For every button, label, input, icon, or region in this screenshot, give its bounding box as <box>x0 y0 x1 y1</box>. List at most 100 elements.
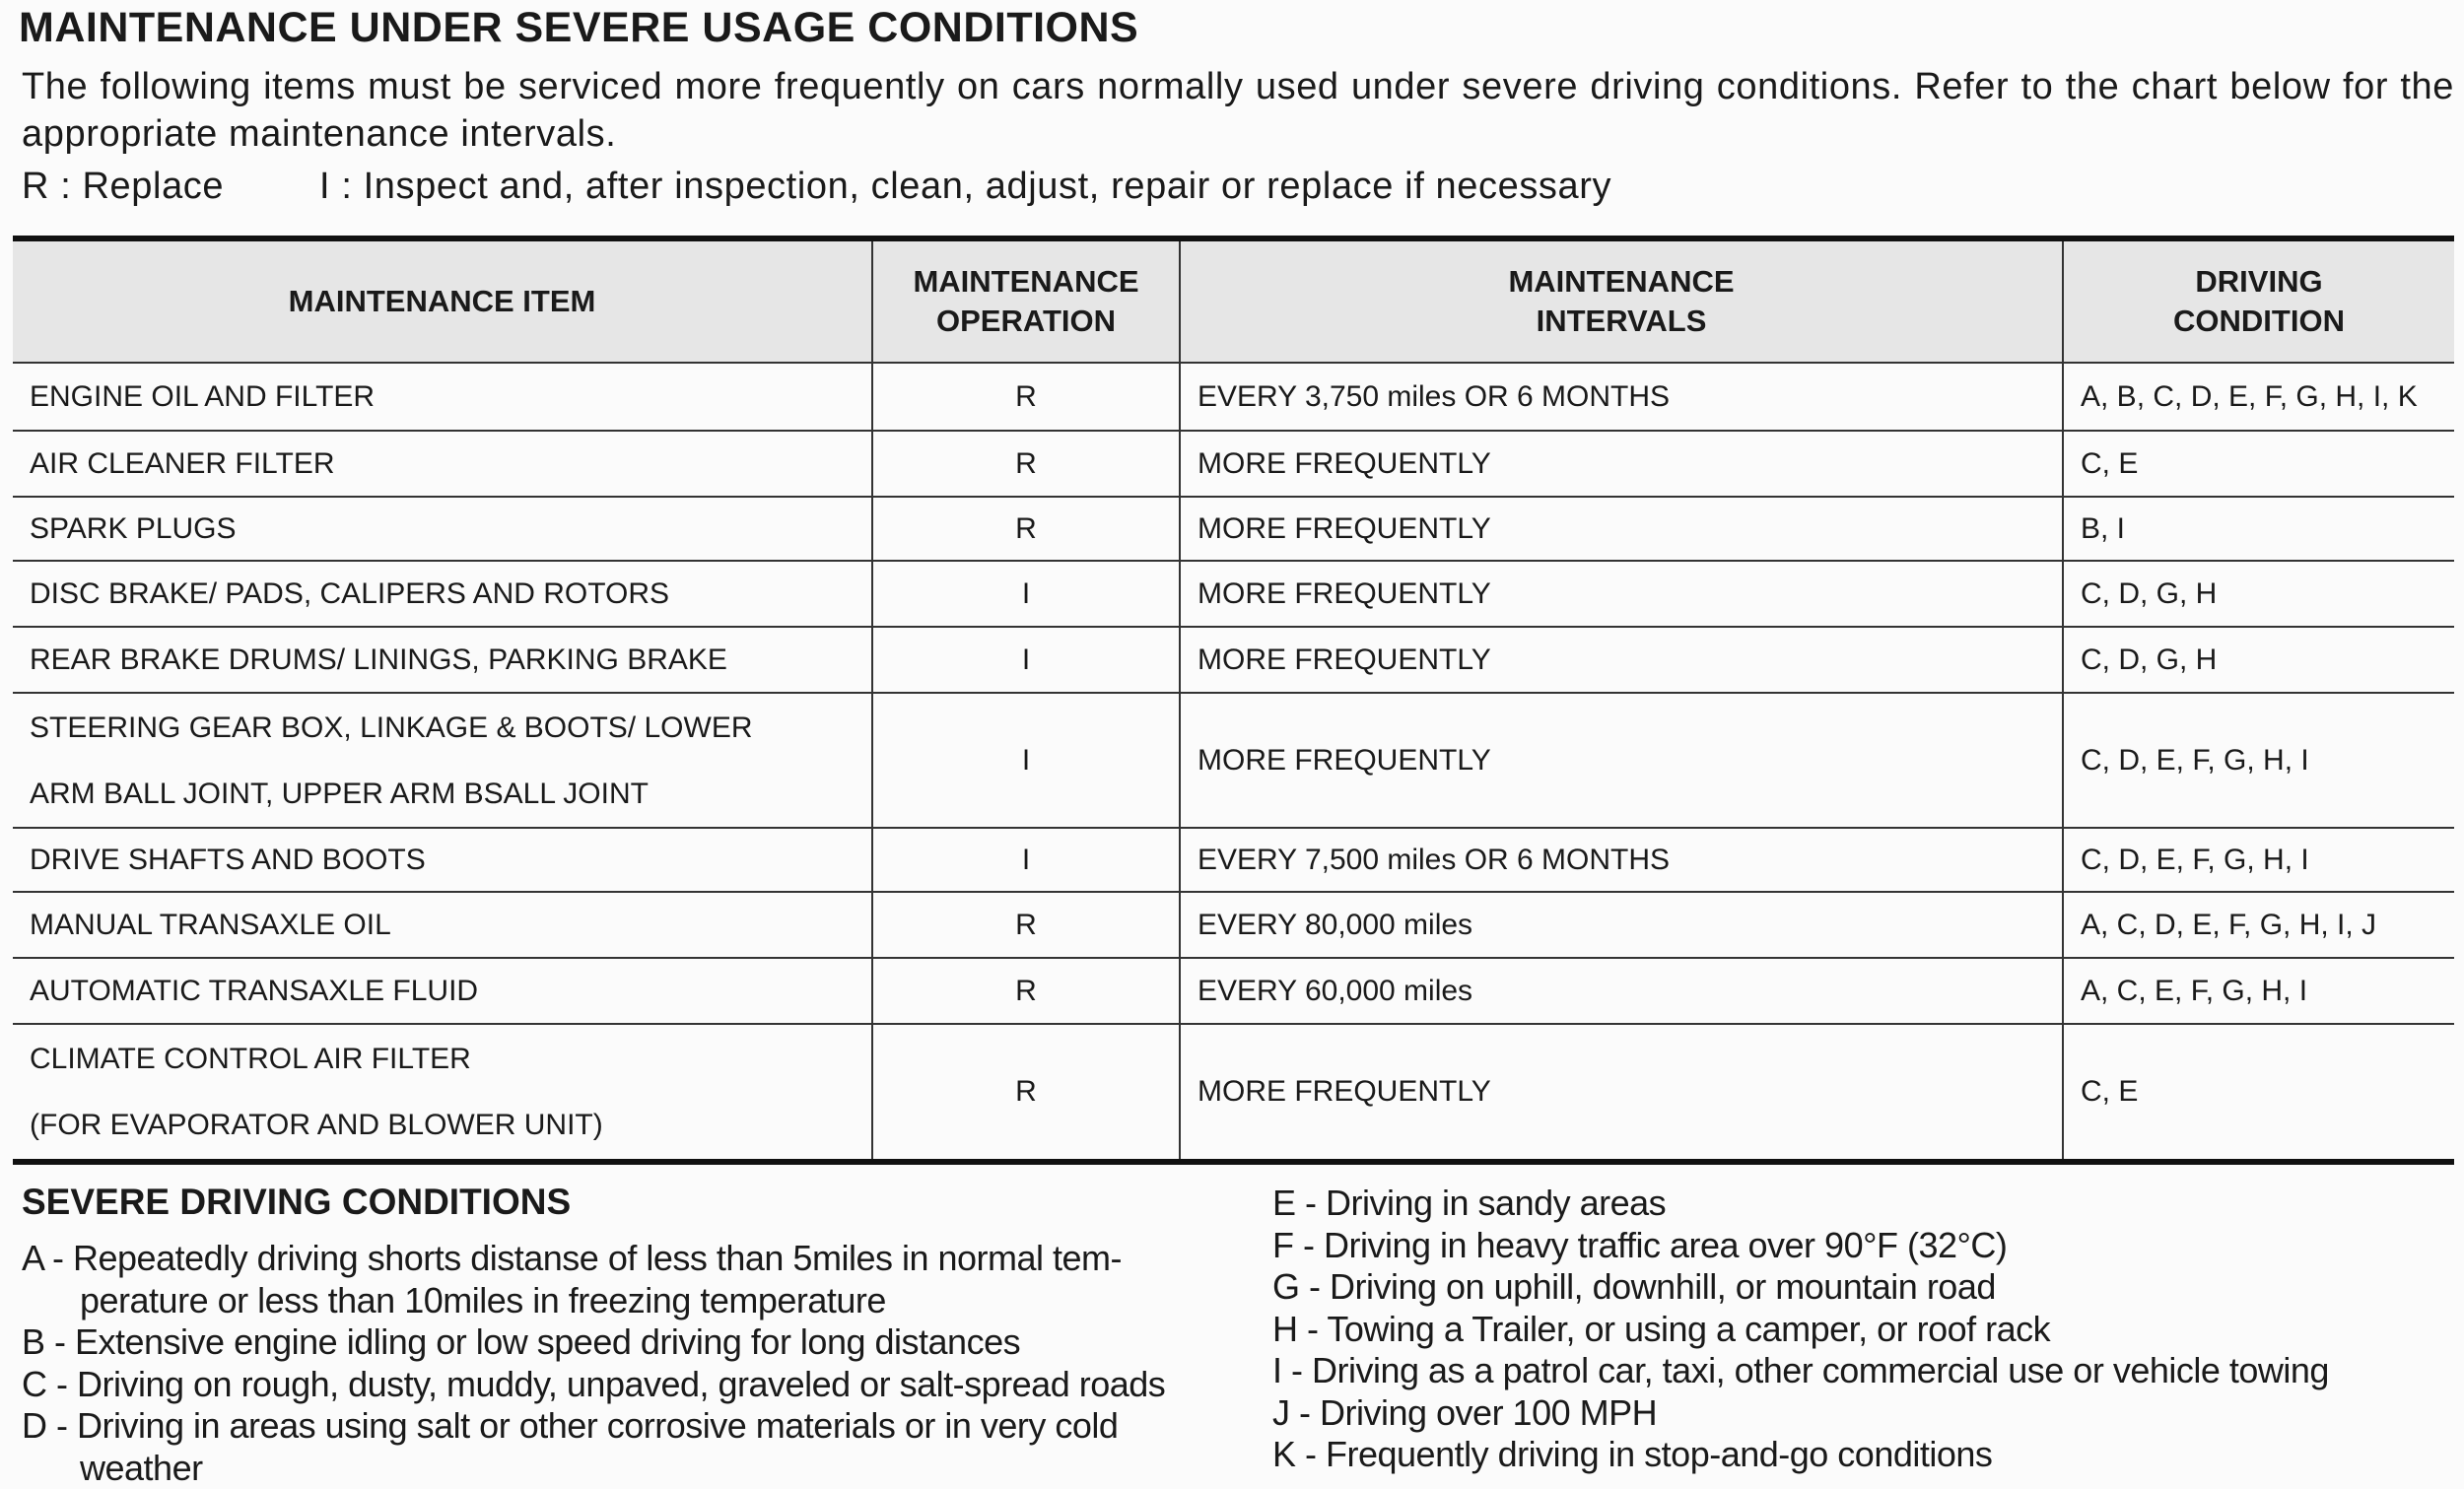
cell-line: (FOR EVAPORATOR AND BLOWER UNIT) <box>30 1092 871 1158</box>
condition-item: I - Driving as a patrol car, taxi, other… <box>1272 1350 2329 1392</box>
cell: R <box>872 1024 1180 1162</box>
cell: R <box>872 892 1180 958</box>
cell: MORE FREQUENTLY <box>1180 431 2063 497</box>
condition-item: H - Towing a Trailer, or using a camper,… <box>1272 1309 2329 1351</box>
cell-line: REAR BRAKE DRUMS/ LININGS, PARKING BRAKE <box>30 643 871 677</box>
legend-replace: R : Replace <box>22 166 319 208</box>
cell: DISC BRAKE/ PADS, CALIPERS AND ROTORS <box>13 561 872 627</box>
cell: C, E <box>2063 1024 2454 1162</box>
cell: MORE FREQUENTLY <box>1180 497 2063 561</box>
cell-line: AUTOMATIC TRANSAXLE FLUID <box>30 975 871 1008</box>
cell: SPARK PLUGS <box>13 497 872 561</box>
cell: R <box>872 497 1180 561</box>
header-line: CONDITION <box>2064 302 2454 341</box>
condition-item: F - Driving in heavy traffic area over 9… <box>1272 1225 2329 1267</box>
cell: A, B, C, D, E, F, G, H, I, K <box>2063 363 2454 431</box>
condition-item: B - Extensive engine idling or low speed… <box>22 1321 1165 1364</box>
cell-line: DRIVE SHAFTS AND BOOTS <box>30 844 871 877</box>
condition-item: J - Driving over 100 MPH <box>1272 1392 2329 1435</box>
cell: C, D, G, H <box>2063 627 2454 693</box>
condition-line: J - Driving over 100 MPH <box>1272 1392 2329 1435</box>
table-row: REAR BRAKE DRUMS/ LININGS, PARKING BRAKE… <box>13 627 2454 693</box>
cell: MORE FREQUENTLY <box>1180 627 2063 693</box>
condition-line: perature or less than 10miles in freezin… <box>22 1280 1165 1322</box>
cell: C, D, G, H <box>2063 561 2454 627</box>
cell-line: AIR CLEANER FILTER <box>30 447 871 481</box>
cell-line: DISC BRAKE/ PADS, CALIPERS AND ROTORS <box>30 577 871 611</box>
condition-item: A - Repeatedly driving shorts distanse o… <box>22 1238 1165 1321</box>
table-row: CLIMATE CONTROL AIR FILTER(FOR EVAPORATO… <box>13 1024 2454 1162</box>
cell: B, I <box>2063 497 2454 561</box>
conditions-left: A - Repeatedly driving shorts distanse o… <box>22 1238 1165 1489</box>
header-line: INTERVALS <box>1181 302 2062 341</box>
cell: R <box>872 431 1180 497</box>
cell-line: CLIMATE CONTROL AIR FILTER <box>30 1026 871 1092</box>
cell: I <box>872 693 1180 828</box>
cell-line: ARM BALL JOINT, UPPER ARM BSALL JOINT <box>30 761 871 827</box>
condition-line: C - Driving on rough, dusty, muddy, unpa… <box>22 1364 1165 1406</box>
cell: C, E <box>2063 431 2454 497</box>
cell: C, D, E, F, G, H, I <box>2063 828 2454 892</box>
header-line: DRIVING <box>2064 262 2454 302</box>
header-line: OPERATION <box>873 302 1179 341</box>
condition-item: G - Driving on uphill, downhill, or moun… <box>1272 1266 2329 1309</box>
cell: R <box>872 363 1180 431</box>
cell-line: ENGINE OIL AND FILTER <box>30 380 871 414</box>
condition-item: C - Driving on rough, dusty, muddy, unpa… <box>22 1364 1165 1406</box>
header-line: MAINTENANCE ITEM <box>13 282 871 321</box>
condition-item: E - Driving in sandy areas <box>1272 1183 2329 1225</box>
cell: I <box>872 561 1180 627</box>
cell-line: SPARK PLUGS <box>30 512 871 546</box>
header-line: MAINTENANCE <box>873 262 1179 302</box>
condition-line: K - Frequently driving in stop-and-go co… <box>1272 1434 2329 1476</box>
cell: I <box>872 627 1180 693</box>
cell: I <box>872 828 1180 892</box>
condition-line: G - Driving on uphill, downhill, or moun… <box>1272 1266 2329 1309</box>
legend-inspect: I : Inspect and, after inspection, clean… <box>319 166 1611 207</box>
cell-line: MANUAL TRANSAXLE OIL <box>30 909 871 942</box>
cell: ENGINE OIL AND FILTER <box>13 363 872 431</box>
condition-line: I - Driving as a patrol car, taxi, other… <box>1272 1350 2329 1392</box>
condition-line: weather <box>22 1448 1165 1489</box>
condition-line: E - Driving in sandy areas <box>1272 1183 2329 1225</box>
condition-line: D - Driving in areas using salt or other… <box>22 1405 1165 1448</box>
header-line: MAINTENANCE <box>1181 262 2062 302</box>
cell: EVERY 60,000 miles <box>1180 958 2063 1024</box>
condition-line: B - Extensive engine idling or low speed… <box>22 1321 1165 1364</box>
header-cell: MAINTENANCE ITEM <box>13 238 872 363</box>
cell: DRIVE SHAFTS AND BOOTS <box>13 828 872 892</box>
cell: AIR CLEANER FILTER <box>13 431 872 497</box>
cell: REAR BRAKE DRUMS/ LININGS, PARKING BRAKE <box>13 627 872 693</box>
cell: C, D, E, F, G, H, I <box>2063 693 2454 828</box>
intro: The following items must be serviced mor… <box>22 63 2454 158</box>
condition-item: K - Frequently driving in stop-and-go co… <box>1272 1434 2329 1476</box>
cell: MORE FREQUENTLY <box>1180 693 2063 828</box>
conditions-title: SEVERE DRIVING CONDITIONS <box>22 1182 571 1223</box>
condition-item: D - Driving in areas using salt or other… <box>22 1405 1165 1489</box>
page-title: MAINTENANCE UNDER SEVERE USAGE CONDITION… <box>19 4 1138 52</box>
cell: STEERING GEAR BOX, LINKAGE & BOOTS/ LOWE… <box>13 693 872 828</box>
condition-line: F - Driving in heavy traffic area over 9… <box>1272 1225 2329 1267</box>
cell: A, C, E, F, G, H, I <box>2063 958 2454 1024</box>
cell: EVERY 80,000 miles <box>1180 892 2063 958</box>
condition-line: A - Repeatedly driving shorts distanse o… <box>22 1238 1165 1280</box>
cell: EVERY 3,750 miles OR 6 MONTHS <box>1180 363 2063 431</box>
cell-line: STEERING GEAR BOX, LINKAGE & BOOTS/ LOWE… <box>30 695 871 761</box>
cell: R <box>872 958 1180 1024</box>
cell: MANUAL TRANSAXLE OIL <box>13 892 872 958</box>
